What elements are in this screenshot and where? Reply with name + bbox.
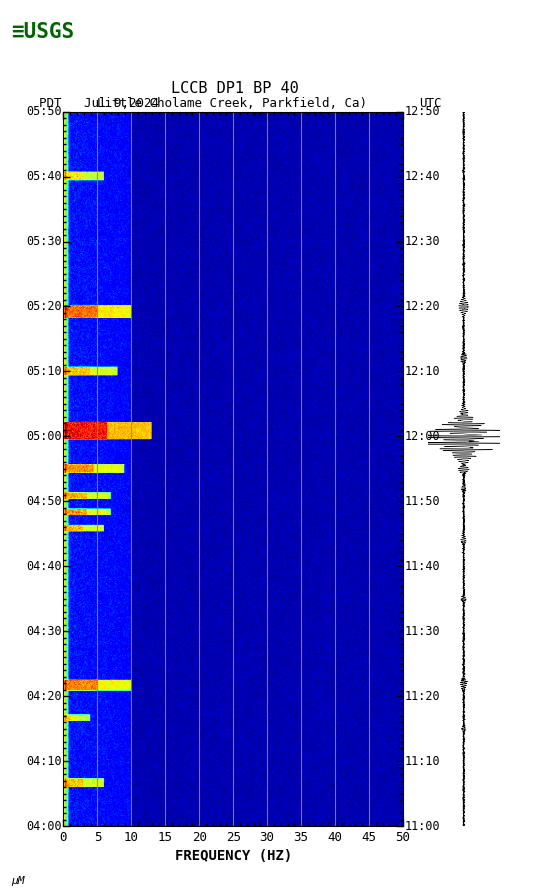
Text: 12:40: 12:40 [405,170,440,183]
Text: 04:10: 04:10 [26,755,62,768]
Text: 05:30: 05:30 [26,235,62,248]
Text: LCCB DP1 BP 40: LCCB DP1 BP 40 [171,80,299,96]
Text: 05:50: 05:50 [26,105,62,118]
Text: 12:20: 12:20 [405,300,440,313]
Text: 12:00: 12:00 [405,430,440,443]
X-axis label: FREQUENCY (HZ): FREQUENCY (HZ) [174,849,292,864]
Text: 05:20: 05:20 [26,300,62,313]
Text: Little Cholame Creek, Parkfield, Ca): Little Cholame Creek, Parkfield, Ca) [97,96,367,110]
Text: 11:10: 11:10 [405,755,440,768]
Text: 04:30: 04:30 [26,625,62,638]
Text: 05:00: 05:00 [26,430,62,443]
Text: 11:30: 11:30 [405,625,440,638]
Text: 05:40: 05:40 [26,170,62,183]
Text: 11:20: 11:20 [405,689,440,703]
Text: 11:00: 11:00 [405,820,440,832]
Text: UTC: UTC [420,96,442,110]
Text: 12:50: 12:50 [405,105,440,118]
Text: 04:40: 04:40 [26,560,62,572]
Text: 04:20: 04:20 [26,689,62,703]
Text: ≡USGS: ≡USGS [11,22,74,42]
Text: 04:50: 04:50 [26,495,62,508]
Text: 04:00: 04:00 [26,820,62,832]
Text: 11:50: 11:50 [405,495,440,508]
Text: PDT   Jul 9,2024: PDT Jul 9,2024 [39,96,158,110]
Text: 11:40: 11:40 [405,560,440,572]
Text: 12:30: 12:30 [405,235,440,248]
Text: μM: μM [11,876,24,886]
Text: 05:10: 05:10 [26,365,62,378]
Text: 12:10: 12:10 [405,365,440,378]
